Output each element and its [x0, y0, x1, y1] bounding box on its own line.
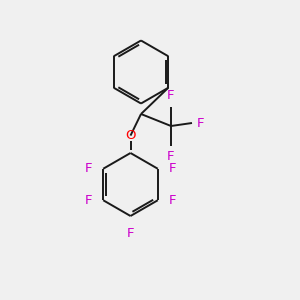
Text: F: F: [167, 89, 175, 102]
Text: F: F: [169, 194, 177, 207]
Text: F: F: [167, 150, 175, 163]
Text: O: O: [125, 129, 136, 142]
Text: F: F: [169, 162, 177, 175]
Text: F: F: [127, 227, 134, 240]
Text: F: F: [84, 162, 92, 175]
Text: F: F: [196, 116, 204, 130]
Text: F: F: [84, 194, 92, 207]
